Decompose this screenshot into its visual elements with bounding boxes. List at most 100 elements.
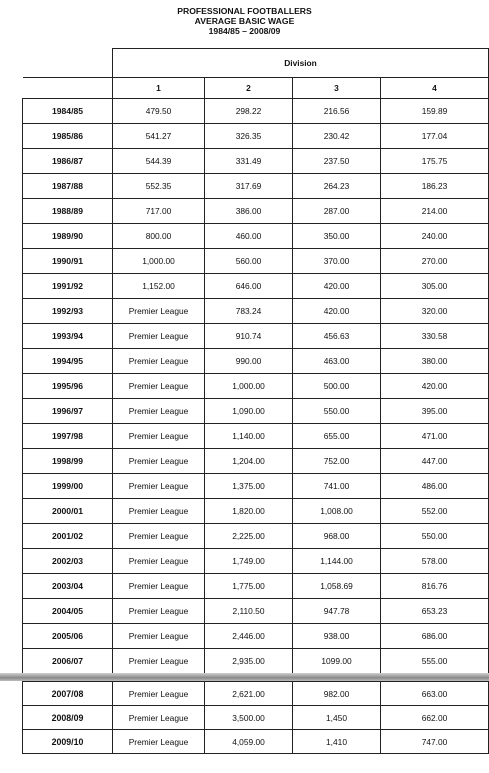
division-1-cell: 1,152.00 bbox=[112, 273, 205, 299]
season-cell: 2006/07 bbox=[22, 648, 113, 674]
table-row: 1993/94 Premier League 910.74 456.63 330.58 bbox=[22, 323, 489, 349]
division-3-cell: 655.00 bbox=[292, 423, 381, 449]
division-4-cell: 552.00 bbox=[380, 498, 489, 524]
division-1-cell: Premier League bbox=[112, 598, 205, 624]
division-3-cell: 1,450 bbox=[292, 705, 381, 730]
division-2-cell: 2,225.00 bbox=[204, 523, 293, 549]
division-2-cell: 460.00 bbox=[204, 223, 293, 249]
division-1-cell: Premier League bbox=[112, 548, 205, 574]
division-4-cell: 447.00 bbox=[380, 448, 489, 474]
division-4-cell: 653.23 bbox=[380, 598, 489, 624]
division-2-cell: 326.35 bbox=[204, 123, 293, 149]
division-3-cell: 420.00 bbox=[292, 298, 381, 324]
table-row: 1994/95 Premier League 990.00 463.00 380.00 bbox=[22, 348, 489, 374]
table-row: 1996/97 Premier League 1,090.00 550.00 395.0… bbox=[22, 398, 489, 424]
wage-table: Division 1 2 3 4 1984/85 479.50 298.22 216.… bbox=[22, 48, 489, 674]
division-1-header: 1 bbox=[112, 77, 205, 99]
division-4-cell: 330.58 bbox=[380, 323, 489, 349]
division-1-cell: Premier League bbox=[112, 681, 205, 706]
season-cell: 1988/89 bbox=[22, 198, 113, 224]
season-cell: 1989/90 bbox=[22, 223, 113, 249]
corner-cell bbox=[22, 48, 113, 78]
table-row: 2009/10 Premier League 4,059.00 1,410 747.00 bbox=[22, 729, 489, 754]
division-1-cell: 800.00 bbox=[112, 223, 205, 249]
table-row: 2006/07 Premier League 2,935.00 1099.00 555.… bbox=[22, 648, 489, 674]
division-3-cell: 230.42 bbox=[292, 123, 381, 149]
table-row: 2000/01 Premier League 1,820.00 1,008.00 552… bbox=[22, 498, 489, 524]
division-1-cell: Premier League bbox=[112, 523, 205, 549]
table-row: 1991/92 1,152.00 646.00 420.00 305.00 bbox=[22, 273, 489, 299]
division-1-cell: Premier League bbox=[112, 729, 205, 754]
division-3-cell: 968.00 bbox=[292, 523, 381, 549]
corner-cell bbox=[22, 77, 113, 99]
season-cell: 1994/95 bbox=[22, 348, 113, 374]
division-2-cell: 1,820.00 bbox=[204, 498, 293, 524]
division-4-cell: 578.00 bbox=[380, 548, 489, 574]
wage-table-continuation: 2007/08 Premier League 2,621.00 982.00 663.0… bbox=[22, 681, 489, 754]
table-row: 1990/91 1,000.00 560.00 370.00 270.00 bbox=[22, 248, 489, 274]
division-1-cell: 1,000.00 bbox=[112, 248, 205, 274]
division-2-cell: 1,090.00 bbox=[204, 398, 293, 424]
division-4-cell: 395.00 bbox=[380, 398, 489, 424]
division-2-cell: 646.00 bbox=[204, 273, 293, 299]
division-2-cell: 783.24 bbox=[204, 298, 293, 324]
division-1-cell: Premier League bbox=[112, 573, 205, 599]
season-cell: 1999/00 bbox=[22, 473, 113, 499]
table-row: 1992/93 Premier League 783.24 420.00 320.00 bbox=[22, 298, 489, 324]
division-1-cell: 541.27 bbox=[112, 123, 205, 149]
season-cell: 1997/98 bbox=[22, 423, 113, 449]
division-2-cell: 910.74 bbox=[204, 323, 293, 349]
division-2-cell: 560.00 bbox=[204, 248, 293, 274]
division-1-cell: 479.50 bbox=[112, 98, 205, 124]
table-row: 1997/98 Premier League 1,140.00 655.00 471.0… bbox=[22, 423, 489, 449]
division-4-cell: 175.75 bbox=[380, 148, 489, 174]
table-row: 1989/90 800.00 460.00 350.00 240.00 bbox=[22, 223, 489, 249]
season-cell: 1992/93 bbox=[22, 298, 113, 324]
table-row: 2007/08 Premier League 2,621.00 982.00 663.0… bbox=[22, 681, 489, 706]
division-4-cell: 686.00 bbox=[380, 623, 489, 649]
division-4-cell: 320.00 bbox=[380, 298, 489, 324]
division-2-cell: 1,375.00 bbox=[204, 473, 293, 499]
division-3-cell: 216.56 bbox=[292, 98, 381, 124]
division-1-cell: Premier League bbox=[112, 623, 205, 649]
document-header: PROFESSIONAL FOOTBALLERS AVERAGE BASIC W… bbox=[0, 6, 489, 36]
division-header: Division bbox=[112, 48, 489, 78]
table-row: 2004/05 Premier League 2,110.50 947.78 653.2… bbox=[22, 598, 489, 624]
table-row: 1986/87 544.39 331.49 237.50 175.75 bbox=[22, 148, 489, 174]
division-3-cell: 463.00 bbox=[292, 348, 381, 374]
division-2-cell: 1,749.00 bbox=[204, 548, 293, 574]
season-cell: 1996/97 bbox=[22, 398, 113, 424]
document-date-range: 1984/85 – 2008/09 bbox=[208, 26, 281, 36]
division-2-cell: 331.49 bbox=[204, 148, 293, 174]
season-cell: 1990/91 bbox=[22, 248, 113, 274]
division-2-cell: 1,140.00 bbox=[204, 423, 293, 449]
division-3-cell: 500.00 bbox=[292, 373, 381, 399]
division-4-cell: 816.76 bbox=[380, 573, 489, 599]
division-2-cell: 3,500.00 bbox=[204, 705, 293, 730]
division-4-header: 4 bbox=[380, 77, 489, 99]
season-cell: 1998/99 bbox=[22, 448, 113, 474]
document-subtitle: AVERAGE BASIC WAGE bbox=[194, 16, 295, 26]
division-2-cell: 386.00 bbox=[204, 198, 293, 224]
table-row: 2001/02 Premier League 2,225.00 968.00 550.0… bbox=[22, 523, 489, 549]
division-4-cell: 662.00 bbox=[380, 705, 489, 730]
season-cell: 2001/02 bbox=[22, 523, 113, 549]
division-4-cell: 420.00 bbox=[380, 373, 489, 399]
division-4-cell: 305.00 bbox=[380, 273, 489, 299]
division-3-cell: 1,410 bbox=[292, 729, 381, 754]
division-1-cell: Premier League bbox=[112, 498, 205, 524]
season-cell: 2009/10 bbox=[22, 729, 113, 754]
division-4-cell: 555.00 bbox=[380, 648, 489, 674]
season-cell: 1985/86 bbox=[22, 123, 113, 149]
division-2-cell: 298.22 bbox=[204, 98, 293, 124]
table-row: 2002/03 Premier League 1,749.00 1,144.00 578… bbox=[22, 548, 489, 574]
season-cell: 2003/04 bbox=[22, 573, 113, 599]
table-row: 2008/09 Premier League 3,500.00 1,450 662.00 bbox=[22, 705, 489, 730]
table-row: 2005/06 Premier League 2,446.00 938.00 686.0… bbox=[22, 623, 489, 649]
table-row: 1998/99 Premier League 1,204.00 752.00 447.0… bbox=[22, 448, 489, 474]
division-2-cell: 317.69 bbox=[204, 173, 293, 199]
season-cell: 1986/87 bbox=[22, 148, 113, 174]
division-1-cell: 552.35 bbox=[112, 173, 205, 199]
season-cell: 2005/06 bbox=[22, 623, 113, 649]
division-1-cell: Premier League bbox=[112, 398, 205, 424]
